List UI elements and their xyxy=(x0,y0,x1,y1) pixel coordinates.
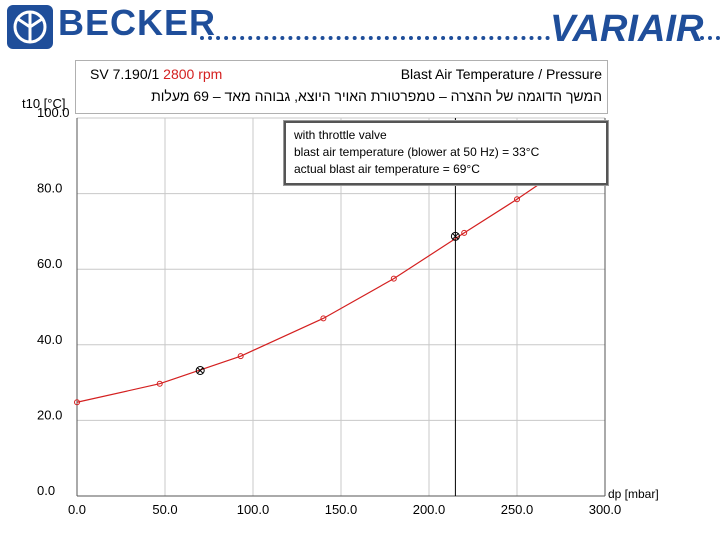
data-point xyxy=(514,196,520,203)
y-tick-label: 0.0 xyxy=(37,483,55,498)
x-tick-label: 0.0 xyxy=(68,502,86,517)
x-tick-label: 200.0 xyxy=(413,502,446,517)
data-point xyxy=(237,353,244,360)
operating-point-cross xyxy=(452,232,459,240)
y-tick-label: 80.0 xyxy=(37,181,62,196)
x-tick-label: 250.0 xyxy=(501,502,534,517)
x-tick-label: 150.0 xyxy=(325,502,358,517)
legend-line-1: with throttle valve xyxy=(294,128,387,142)
legend-box xyxy=(284,121,608,185)
x-tick-label: 50.0 xyxy=(152,502,177,517)
chart-subtitle-hebrew: המשך הדוגמה של ההצרה – טמפרטורת האויר הי… xyxy=(151,88,602,104)
brand-left: BECKER xyxy=(58,2,217,43)
series-line xyxy=(76,162,571,403)
data-point xyxy=(74,399,80,406)
legend-line-3: actual blast air temperature = 69°C xyxy=(294,162,480,176)
divider-dotted-right xyxy=(700,36,720,40)
operating-point-marker xyxy=(450,231,460,241)
chart-header-box xyxy=(75,60,608,114)
data-point xyxy=(156,380,163,387)
data-point xyxy=(461,229,468,236)
y-axis-label: t10 [°C] xyxy=(22,96,66,111)
becker-logo-icon xyxy=(7,5,53,49)
brand-right: VARIAIR xyxy=(550,8,704,50)
legend-line-2: blast air temperature (blower at 50 Hz) … xyxy=(294,145,540,159)
y-tick-label: 20.0 xyxy=(37,407,62,422)
model-text: SV 7.190/1 xyxy=(90,66,160,82)
y-tick-label: 40.0 xyxy=(37,332,62,347)
y-tick-label: 100.0 xyxy=(37,105,70,120)
rpm-text: 2800 rpm xyxy=(163,66,223,82)
data-point xyxy=(320,315,327,322)
chart-title: Blast Air Temperature / Pressure xyxy=(400,66,602,82)
y-tick-label: 60.0 xyxy=(37,256,62,271)
divider-dotted xyxy=(200,36,550,40)
x-tick-label: 100.0 xyxy=(237,502,270,517)
data-point xyxy=(390,275,397,282)
chart-model-label: SV 7.190/1 2800 rpm xyxy=(90,66,222,82)
x-tick-label: 300.0 xyxy=(589,502,622,517)
operating-point-cross xyxy=(196,367,204,374)
x-axis-label: dp [mbar] xyxy=(608,487,659,501)
operating-point-marker xyxy=(195,366,205,376)
